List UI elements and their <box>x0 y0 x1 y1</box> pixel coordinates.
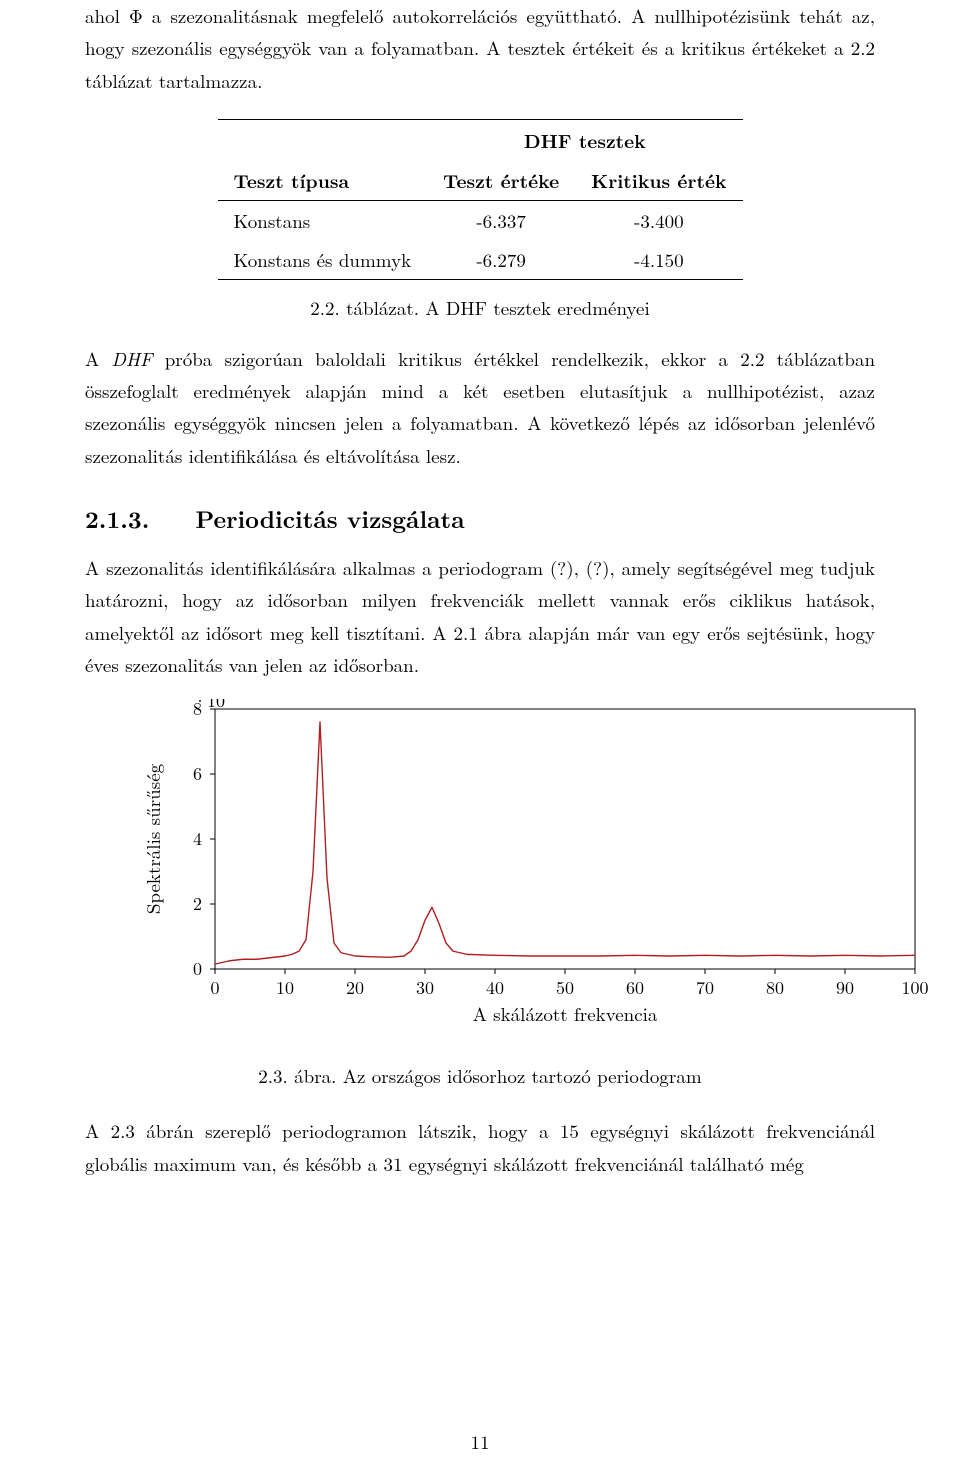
page-number: 11 <box>0 1428 960 1455</box>
table-header-row: Teszt típusa Teszt értéke Kritikus érték <box>218 160 743 201</box>
svg-text:4: 4 <box>193 826 202 851</box>
p2-dhf: DHF <box>112 345 153 372</box>
p2-rest: próba szigorúan baloldali kritikus érték… <box>85 345 875 469</box>
svg-text:70: 70 <box>696 975 714 1000</box>
paragraph-3: A szezonalitás identifikálására alkalmas… <box>85 552 875 681</box>
td-value: -6.279 <box>427 240 575 280</box>
svg-text:30: 30 <box>416 975 434 1000</box>
periodogram-chart: 010203040506070809010002468·106A skálázo… <box>85 699 875 1044</box>
td-critical: -3.400 <box>575 200 742 240</box>
paragraph-1: ahol Φ a szezonalitásnak megfelelő autok… <box>85 0 875 97</box>
svg-text:10: 10 <box>276 975 294 1000</box>
svg-text:2: 2 <box>193 891 202 916</box>
th-critical: Kritikus érték <box>575 160 742 201</box>
svg-text:20: 20 <box>346 975 364 1000</box>
svg-text:40: 40 <box>486 975 504 1000</box>
svg-text:60: 60 <box>626 975 644 1000</box>
svg-text:0: 0 <box>193 956 202 981</box>
td-critical: -4.150 <box>575 240 742 280</box>
section-heading: 2.1.3. Periodicitás vizsgálata <box>85 502 875 536</box>
svg-text:A skálázott frekvencia: A skálázott frekvencia <box>473 1000 658 1027</box>
svg-text:80: 80 <box>766 975 784 1000</box>
figure-caption: 2.3. ábra. Az országos idősorhoz tartozó… <box>85 1062 875 1089</box>
svg-text:0: 0 <box>211 975 220 1000</box>
td-value: -6.337 <box>427 200 575 240</box>
periodogram-svg: 010203040506070809010002468·106A skálázo… <box>85 699 945 1039</box>
svg-text:100: 100 <box>902 975 929 1000</box>
table-empty-cell <box>218 119 428 160</box>
section-title: Periodicitás vizsgálata <box>195 502 464 536</box>
table-super-header: DHF tesztek <box>427 119 742 160</box>
paragraph-2: A DHF próba szigorúan baloldali kritikus… <box>85 343 875 472</box>
td-type: Konstans és dummyk <box>218 240 428 280</box>
svg-text:50: 50 <box>556 975 574 1000</box>
dhf-table: DHF tesztek Teszt típusa Teszt értéke Kr… <box>218 119 743 280</box>
svg-text:6: 6 <box>193 761 202 786</box>
td-type: Konstans <box>218 200 428 240</box>
table-caption: 2.2. táblázat. A DHF tesztek eredményei <box>85 294 875 321</box>
section-number: 2.1.3. <box>85 502 149 536</box>
th-type: Teszt típusa <box>218 160 428 201</box>
table-row: Konstans és dummyk -6.279 -4.150 <box>218 240 743 280</box>
dhf-table-wrap: DHF tesztek Teszt típusa Teszt értéke Kr… <box>85 119 875 280</box>
svg-text:90: 90 <box>836 975 854 1000</box>
paragraph-4: A 2.3 ábrán szereplő periodogramon látsz… <box>85 1115 875 1180</box>
table-row: Konstans -6.337 -3.400 <box>218 200 743 240</box>
th-value: Teszt értéke <box>427 160 575 201</box>
page: ahol Φ a szezonalitásnak megfelelő autok… <box>0 0 960 1473</box>
svg-text:Spektrális sűrűség: Spektrális sűrűség <box>139 764 166 915</box>
table-super-header-row: DHF tesztek <box>218 119 743 160</box>
p2-prefix: A <box>85 345 112 372</box>
